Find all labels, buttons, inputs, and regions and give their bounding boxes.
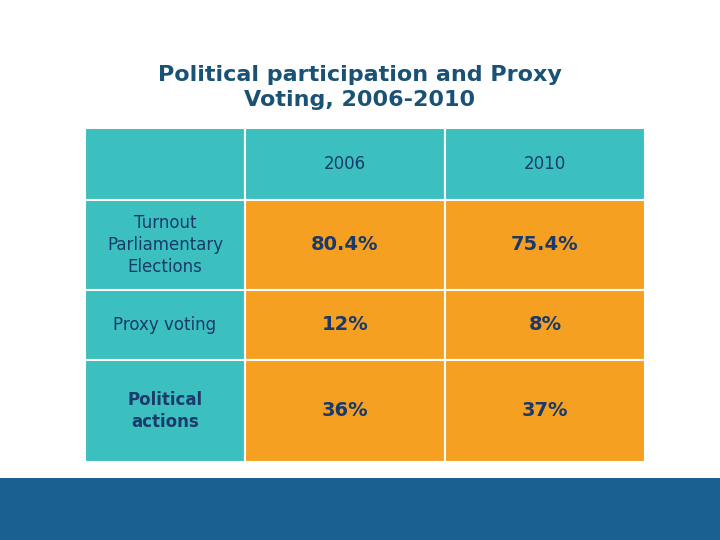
Text: 2010: 2010 [524, 155, 566, 173]
Text: Proxy voting: Proxy voting [114, 316, 217, 334]
Text: Political
actions: Political actions [127, 391, 202, 431]
Bar [445, 128, 645, 200]
Bar [445, 200, 645, 290]
Text: 75.4%: 75.4% [511, 235, 579, 254]
Bar [85, 200, 245, 290]
Bar [85, 360, 245, 462]
Text: 12%: 12% [322, 315, 369, 334]
Text: Political participation and Proxy
Voting, 2006-2010: Political participation and Proxy Voting… [158, 65, 562, 110]
Bar [445, 360, 645, 462]
Text: Turnout
Parliamentary
Elections: Turnout Parliamentary Elections [107, 214, 223, 276]
Text: 8%: 8% [528, 315, 562, 334]
Text: 2006: 2006 [324, 155, 366, 173]
Bar [245, 200, 445, 290]
Bar [445, 290, 645, 360]
Text: 37%: 37% [522, 402, 568, 421]
Bar [85, 290, 245, 360]
Bar [245, 128, 445, 200]
Bar [245, 360, 445, 462]
Text: 36%: 36% [322, 402, 369, 421]
Text: 80.4%: 80.4% [311, 235, 379, 254]
Bar [0, 478, 720, 540]
Bar [85, 128, 245, 200]
Bar [245, 290, 445, 360]
